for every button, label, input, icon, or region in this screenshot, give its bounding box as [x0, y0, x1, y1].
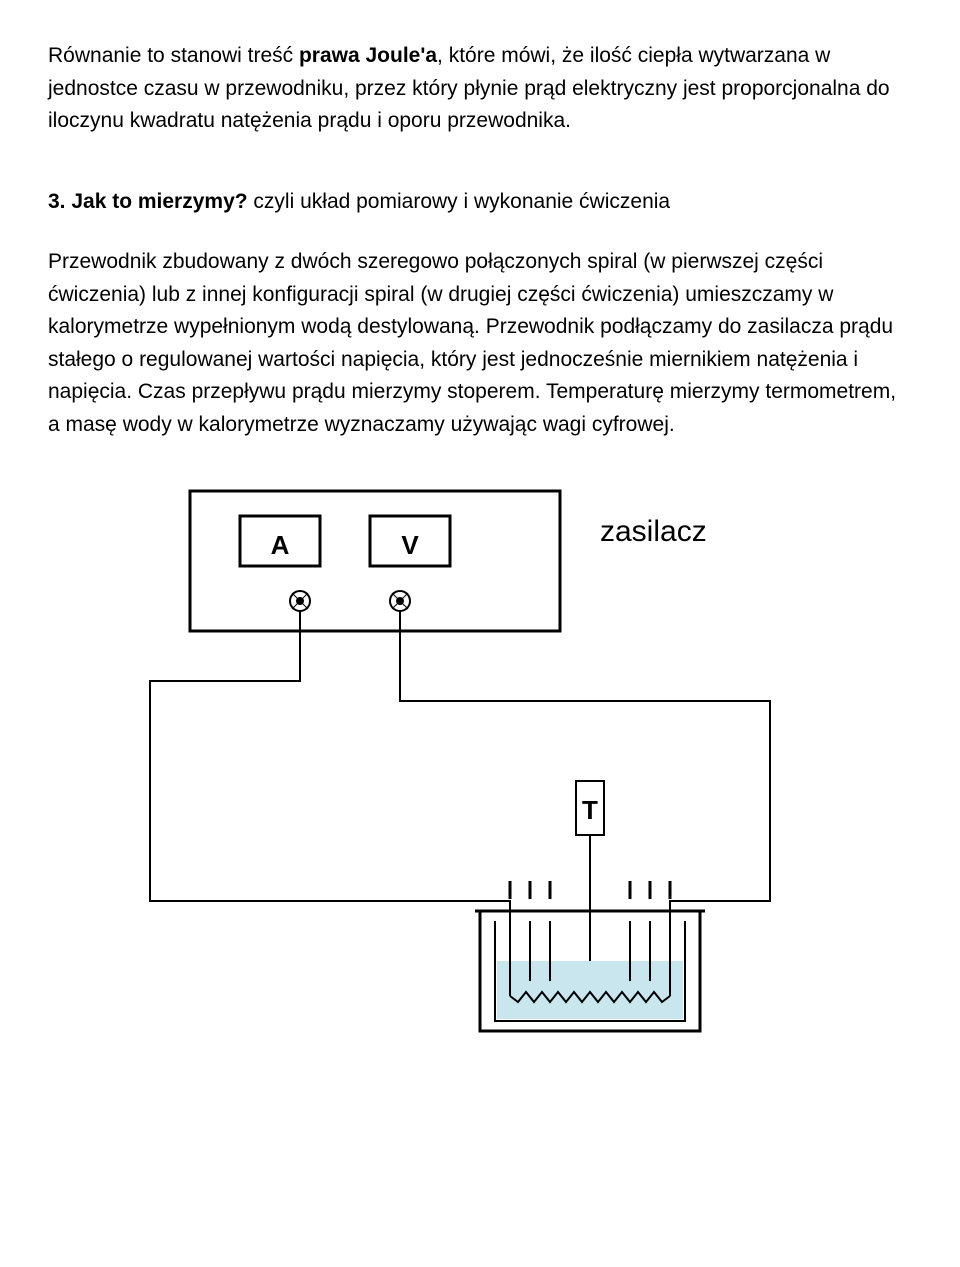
section-heading: 3. Jak to mierzymy? czyli układ pomiarow…	[48, 186, 912, 219]
document-page: Równanie to stanowi treść prawa Joule'a,…	[0, 0, 960, 1081]
display-a-label: A	[271, 530, 290, 560]
paragraph-method: Przewodnik zbudowany z dwóch szeregowo p…	[48, 246, 912, 441]
psu-label: zasilacz	[600, 515, 707, 548]
heading-number: 3. Jak to mierzymy?	[48, 190, 248, 213]
water	[497, 961, 683, 1019]
wire-right	[400, 611, 770, 921]
circuit-diagram: A V zasilacz	[130, 481, 830, 1041]
wire-left	[150, 611, 510, 921]
text-bold-joule: prawa Joule'a	[299, 44, 437, 67]
text-pre: Równanie to stanowi treść	[48, 44, 299, 67]
thermometer: T	[576, 781, 604, 981]
psu-box	[190, 491, 560, 631]
diagram-container: A V zasilacz	[48, 481, 912, 1041]
display-v-label: V	[401, 530, 419, 560]
terminal-right	[390, 591, 410, 611]
heading-rest: czyli układ pomiarowy i wykonanie ćwicze…	[248, 190, 671, 213]
terminal-left	[290, 591, 310, 611]
svg-text:T: T	[582, 795, 598, 825]
paragraph-joule-law: Równanie to stanowi treść prawa Joule'a,…	[48, 40, 912, 138]
